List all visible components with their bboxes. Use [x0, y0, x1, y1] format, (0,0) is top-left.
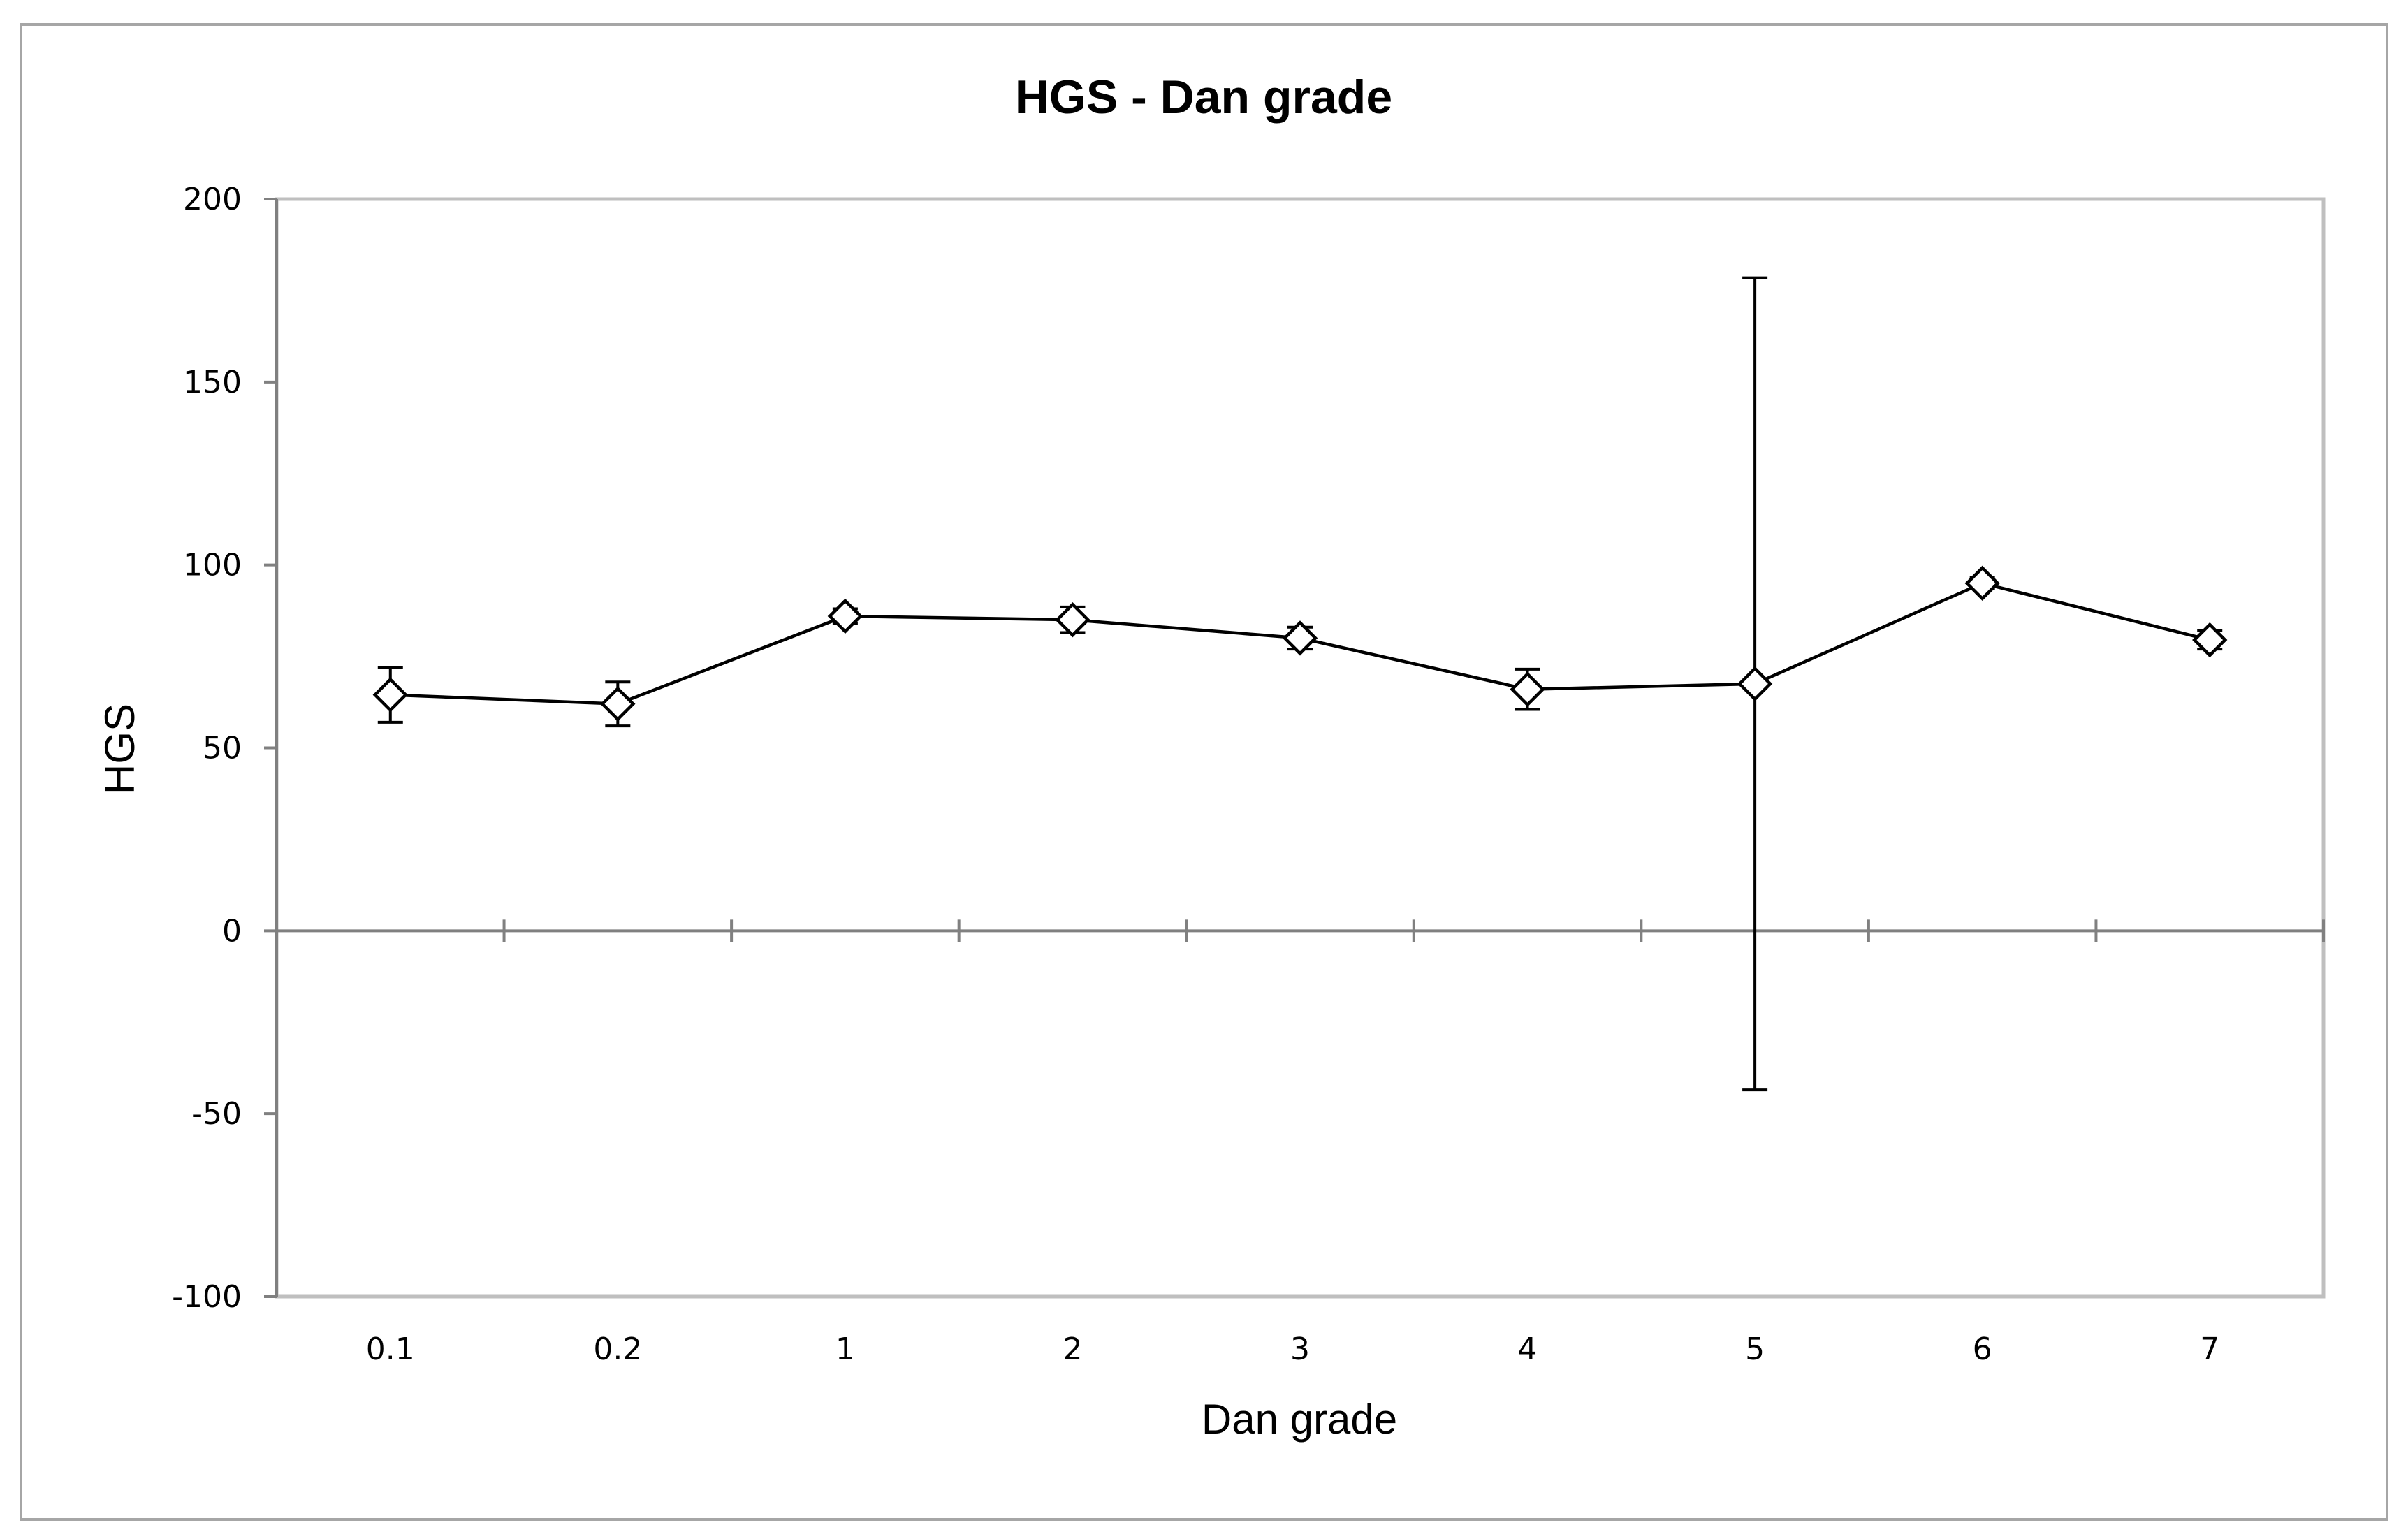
x-tick-label: 3 — [1290, 1332, 1310, 1367]
y-tick-label: -50 — [191, 1096, 242, 1132]
y-tick-label: 200 — [183, 182, 242, 217]
x-tick-label: 5 — [1745, 1332, 1765, 1367]
chart-title: HGS - Dan grade — [1015, 71, 1392, 124]
y-axis-title: HGS — [96, 703, 143, 794]
x-tick-label: 4 — [1518, 1332, 1538, 1367]
x-tick-label: 7 — [2200, 1332, 2219, 1367]
y-tick-label: 0 — [222, 913, 242, 949]
data-point-marker — [1510, 671, 1545, 707]
x-tick-label: 1 — [835, 1332, 855, 1367]
y-tick-label: 50 — [203, 731, 242, 766]
data-point-marker — [1737, 666, 1773, 702]
data-point-marker — [1055, 602, 1090, 638]
plot-area: 200 150 100 50 0 -50 -100 0.1 0.2 1 2 3 4 5 6 7 — [172, 182, 2326, 1367]
x-tick-label: 0.1 — [366, 1332, 415, 1367]
data-point-marker — [1964, 565, 2000, 601]
data-point-marker — [1282, 620, 1318, 656]
x-axis-title: Dan grade — [1202, 1396, 1397, 1443]
x-tick-label: 0.2 — [593, 1332, 642, 1367]
y-tick-label: 100 — [183, 548, 242, 583]
data-point-marker — [600, 686, 636, 722]
x-tick-label: 2 — [1063, 1332, 1082, 1367]
chart-frame — [20, 23, 2388, 1521]
y-tick-label: -100 — [172, 1279, 242, 1315]
x-tick-label: 6 — [1973, 1332, 1992, 1367]
data-point-marker — [372, 677, 408, 713]
data-point-marker — [827, 598, 863, 634]
data-point-marker — [2192, 622, 2228, 658]
y-tick-label: 150 — [183, 365, 242, 400]
